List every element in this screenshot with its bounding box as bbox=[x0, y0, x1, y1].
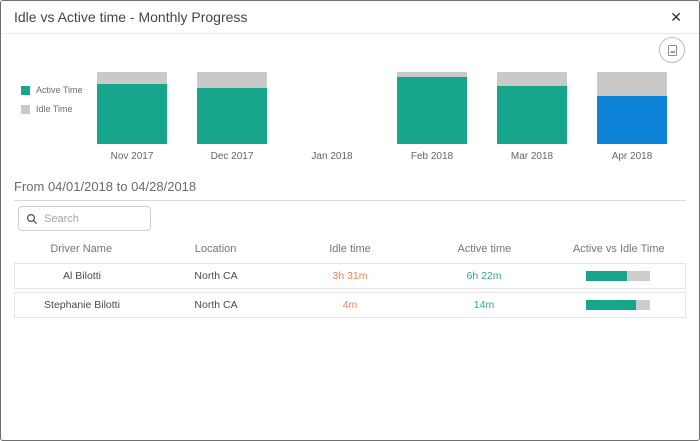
active-time-swatch bbox=[21, 85, 30, 95]
period-heading: From 04/01/2018 to 04/28/2018 bbox=[14, 179, 686, 201]
close-icon: ✕ bbox=[670, 9, 682, 25]
active-vs-idle-bar bbox=[586, 300, 650, 310]
chart-bar-label: Dec 2017 bbox=[210, 151, 254, 162]
column-header-active-time: Active time bbox=[457, 243, 512, 255]
legend-label: Idle Time bbox=[36, 104, 73, 114]
idle-time-swatch bbox=[21, 104, 30, 114]
chart-bar-mar-2018[interactable]: Mar 2018 bbox=[482, 72, 582, 164]
chart-bar-label: Mar 2018 bbox=[510, 151, 554, 162]
chart-bar-jan-2018[interactable]: Jan 2018 bbox=[282, 72, 382, 164]
table-row[interactable]: Al Bilotti North CA 3h 31m 6h 22m bbox=[14, 263, 686, 289]
close-button[interactable]: ✕ bbox=[666, 8, 686, 26]
chart-bar-feb-2018[interactable]: Feb 2018 bbox=[382, 72, 482, 164]
chart-bar-label: Nov 2017 bbox=[110, 151, 154, 162]
active-bar-fill bbox=[586, 271, 627, 281]
column-header-idle-time: Idle time bbox=[329, 243, 371, 255]
idle-time-cell: 4m bbox=[342, 299, 358, 311]
chart-bar-apr-2018[interactable]: Apr 2018 bbox=[582, 72, 682, 164]
legend-item-active-time[interactable]: Active Time bbox=[21, 85, 83, 95]
column-header-driver-name: Driver Name bbox=[50, 243, 113, 255]
legend-item-idle-time[interactable]: Idle Time bbox=[21, 104, 83, 114]
export-button[interactable] bbox=[659, 37, 685, 63]
chart-bar-nov-2017[interactable]: Nov 2017 bbox=[82, 72, 182, 164]
chart-bar-label: Feb 2018 bbox=[410, 151, 454, 162]
monthly-progress-chart: Nov 2017 Dec 2017 Jan 2018 Feb 2018 Mar … bbox=[82, 72, 682, 164]
column-header-location: Location bbox=[194, 243, 237, 255]
column-header-active-vs-idle: Active vs Idle Time bbox=[572, 243, 665, 255]
location-cell: North CA bbox=[194, 270, 238, 282]
active-time-cell: 6h 22m bbox=[466, 270, 502, 282]
search-input[interactable] bbox=[44, 212, 143, 225]
idle-time-cell: 3h 31m bbox=[332, 270, 368, 282]
chart-legend: Active Time Idle Time bbox=[21, 85, 83, 123]
driver-name-cell: Al Bilotti bbox=[63, 270, 101, 282]
export-image-icon bbox=[667, 44, 677, 56]
search-box bbox=[18, 206, 151, 231]
chart-bar-label: Jan 2018 bbox=[311, 151, 353, 162]
page-title: Idle vs Active time - Monthly Progress bbox=[14, 9, 248, 25]
active-vs-idle-cell bbox=[551, 300, 685, 310]
active-vs-idle-bar bbox=[586, 271, 650, 281]
table-row[interactable]: Stephanie Bilotti North CA 4m 14m bbox=[14, 292, 686, 318]
driver-name-cell: Stephanie Bilotti bbox=[44, 299, 120, 311]
active-vs-idle-cell bbox=[551, 271, 685, 281]
chart-bar-dec-2017[interactable]: Dec 2017 bbox=[182, 72, 282, 164]
active-time-cell: 14m bbox=[473, 299, 495, 311]
search-icon bbox=[26, 213, 38, 224]
title-bar: Idle vs Active time - Monthly Progress ✕ bbox=[1, 1, 699, 34]
legend-label: Active Time bbox=[36, 85, 83, 95]
chart-bar-label: Apr 2018 bbox=[611, 151, 653, 162]
location-cell: North CA bbox=[194, 299, 238, 311]
table-header-row: Driver Name Location Idle time Active ti… bbox=[14, 238, 686, 260]
drivers-table: Driver Name Location Idle time Active ti… bbox=[14, 238, 686, 318]
active-bar-fill bbox=[586, 300, 636, 310]
